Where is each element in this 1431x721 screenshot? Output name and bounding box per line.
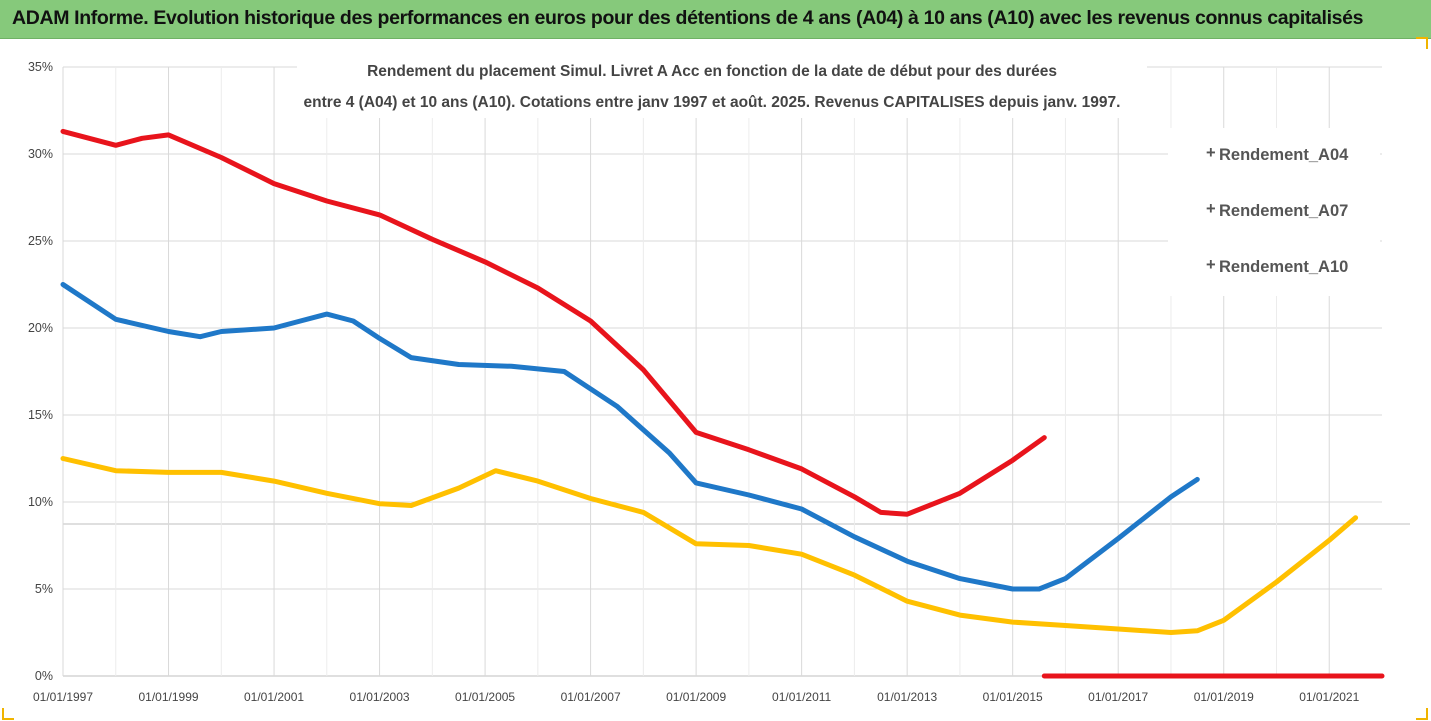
legend: + Rendement_A04 + Rendement_A07 + Rendem…	[1168, 128, 1380, 296]
legend-label-a04: Rendement_A04	[1219, 146, 1349, 164]
y-tick-label: 15%	[28, 408, 53, 422]
y-tick-label: 30%	[28, 147, 53, 161]
y-tick-label: 25%	[28, 234, 53, 248]
x-tick-label: 01/01/1997	[33, 690, 93, 704]
series-lines	[60, 128, 1385, 679]
banner-title: ADAM Informe. Evolution historique des p…	[12, 7, 1364, 29]
frame-corner-bottom-right	[1416, 708, 1428, 720]
y-tick-label: 35%	[28, 60, 53, 74]
x-tick-label: 01/01/2005	[455, 690, 515, 704]
x-axis-ticks: 01/01/1997 01/01/1999 01/01/2001 01/01/2003…	[33, 690, 1360, 704]
y-tick-label: 10%	[28, 495, 53, 509]
x-tick-label: 01/01/2007	[561, 690, 621, 704]
x-tick-label: 01/01/2001	[244, 690, 304, 704]
banner: ADAM Informe. Evolution historique des p…	[0, 0, 1431, 39]
legend-background	[1168, 128, 1380, 296]
frame-corner-top-right	[1416, 37, 1428, 49]
x-tick-label: 01/01/2019	[1194, 690, 1254, 704]
series-line-rendement-a04	[60, 456, 1359, 635]
x-tick-label: 01/01/1999	[138, 690, 198, 704]
series-line-rendement-a07	[60, 282, 1200, 592]
series-line-rendement-a10	[60, 128, 1047, 517]
x-tick-label: 01/01/2003	[350, 690, 410, 704]
y-tick-label: 5%	[35, 582, 53, 596]
title-background	[297, 50, 1147, 118]
x-tick-label: 01/01/2009	[666, 690, 726, 704]
legend-label-a07: Rendement_A07	[1219, 202, 1348, 220]
legend-marker-a10: +	[1206, 256, 1216, 274]
legend-label-a10: Rendement_A10	[1219, 258, 1348, 276]
chart-title-line-2: entre 4 (A04) et 10 ans (A10). Cotations…	[304, 94, 1121, 111]
y-tick-label: 0%	[35, 669, 53, 683]
frame-corner-bottom-left	[2, 708, 14, 720]
y-tick-label: 20%	[28, 321, 53, 335]
y-axis-ticks: 0% 5% 10% 15% 20% 25% 30% 35%	[28, 60, 53, 683]
legend-marker-a04: +	[1206, 144, 1216, 162]
x-tick-label: 01/01/2015	[983, 690, 1043, 704]
chart-title-line-1: Rendement du placement Simul. Livret A A…	[367, 63, 1057, 80]
x-tick-label: 01/01/2011	[772, 690, 831, 704]
x-tick-label: 01/01/2017	[1088, 690, 1148, 704]
x-tick-label: 01/01/2013	[877, 690, 937, 704]
legend-marker-a07: +	[1206, 200, 1216, 218]
x-tick-label: 01/01/2021	[1299, 690, 1359, 704]
